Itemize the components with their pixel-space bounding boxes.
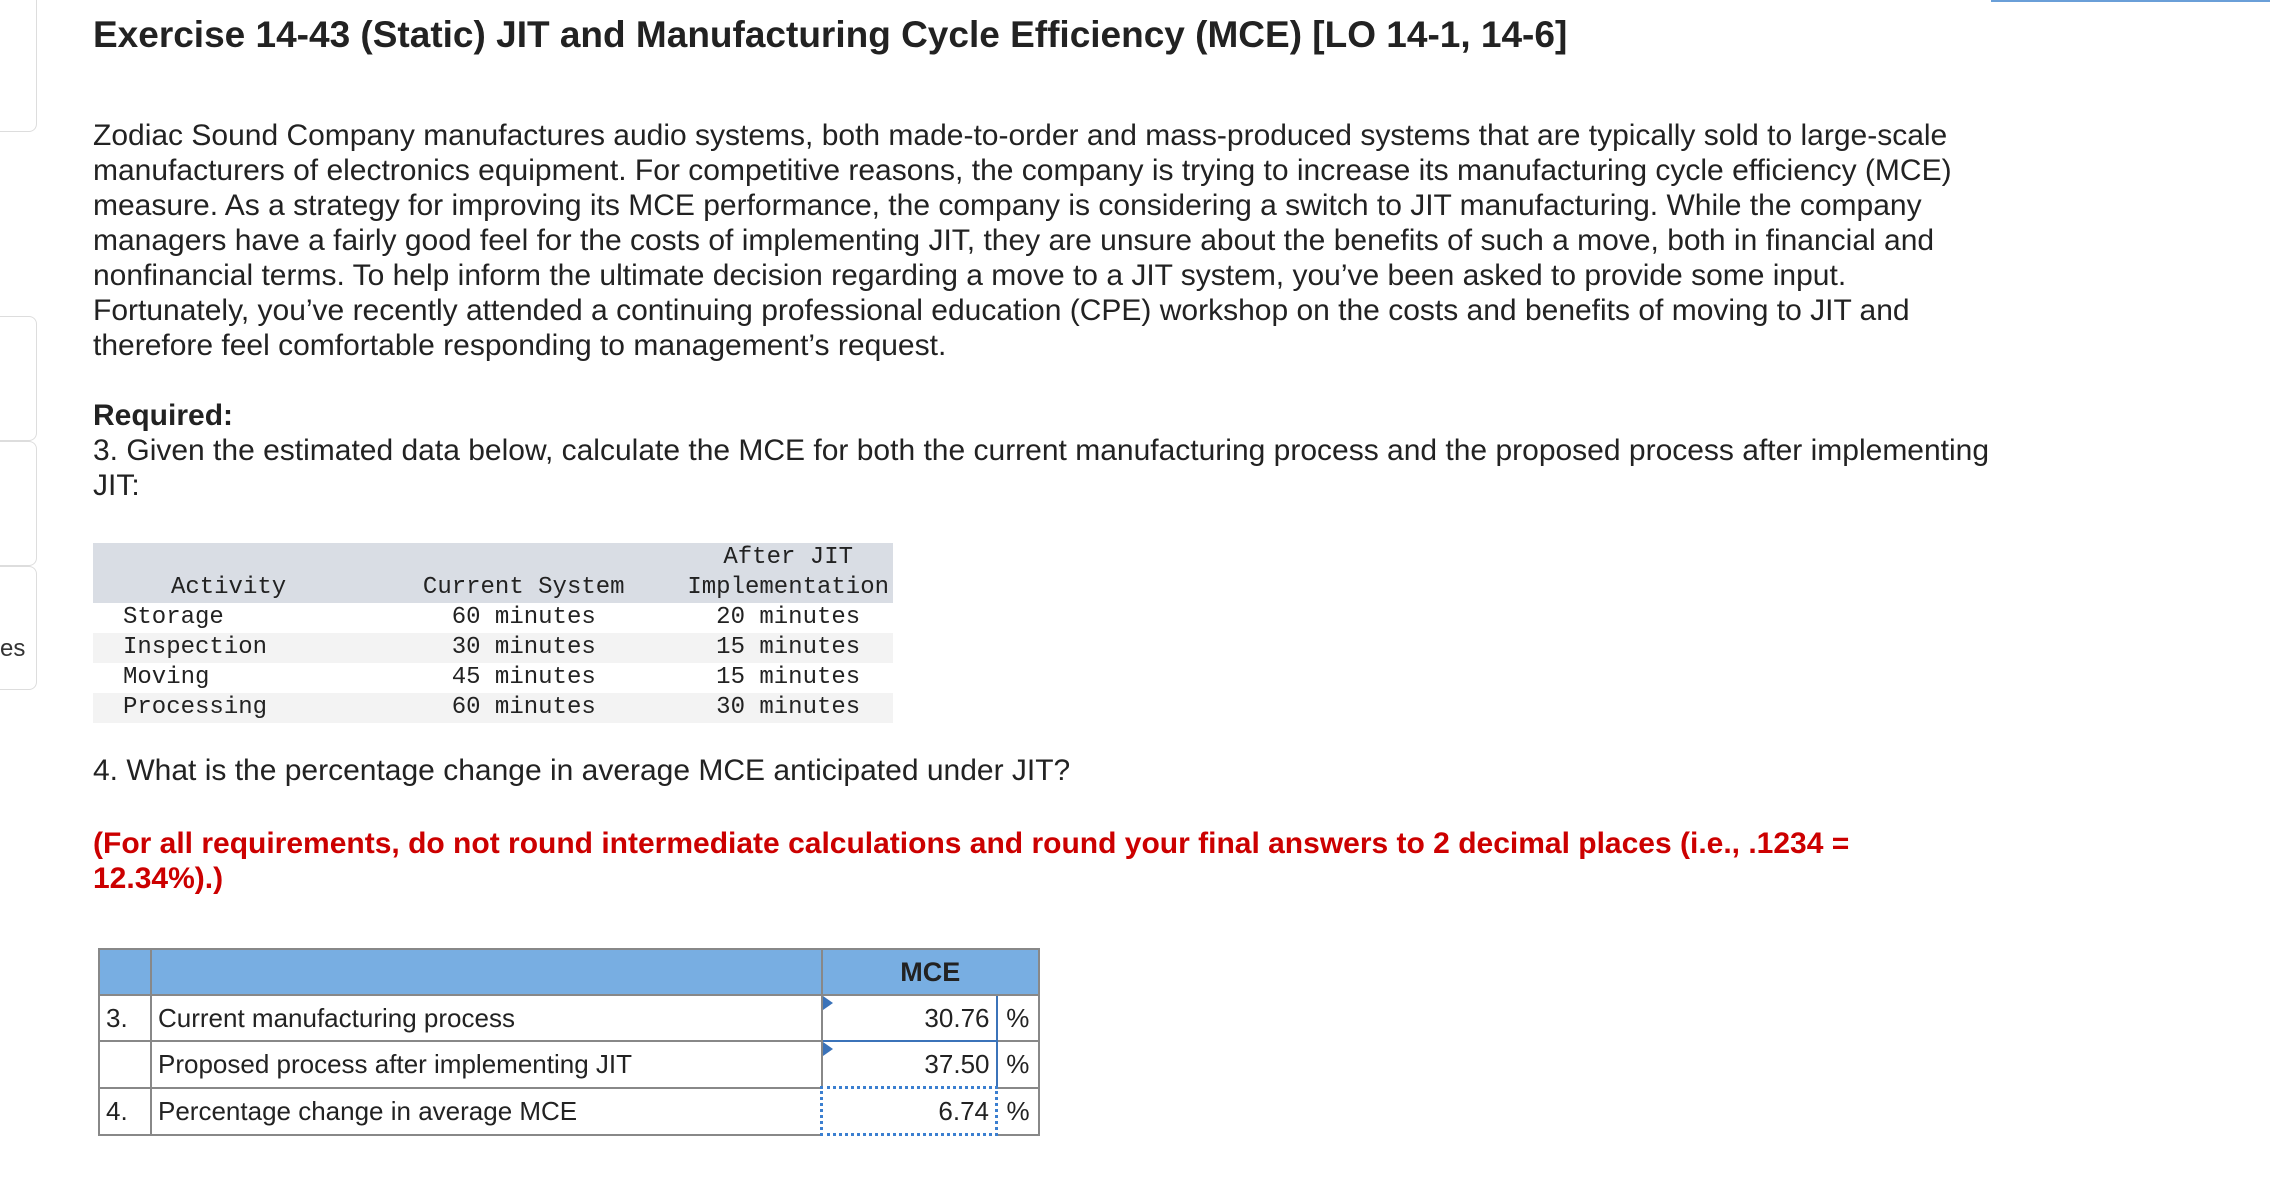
- cell: Storage: [123, 604, 224, 631]
- side-panel-text: es: [0, 635, 26, 662]
- required-label: Required:: [93, 399, 234, 432]
- question-3: 3. Given the estimated data below, calcu…: [93, 434, 1990, 502]
- header-mce: MCE: [820, 948, 1040, 996]
- current-mce-input[interactable]: 30.76: [820, 994, 998, 1042]
- row-label: Proposed process after implementing JIT: [150, 1040, 823, 1089]
- cell: Moving: [123, 664, 210, 691]
- answer-table: MCE 3. Current manufacturing process 30.…: [98, 948, 1040, 1136]
- row-number: [98, 1040, 152, 1089]
- exercise-title: Exercise 14-43 (Static) JIT and Manufact…: [93, 14, 1568, 55]
- percent-unit: %: [995, 1040, 1040, 1089]
- required-section: Required: 3. Given the estimated data be…: [93, 398, 1993, 503]
- cell: 30 minutes: [683, 693, 893, 723]
- row-number: 4.: [98, 1086, 152, 1136]
- cell: 15 minutes: [716, 664, 861, 691]
- cell: 60 minutes: [364, 693, 684, 723]
- cell: 15 minutes: [683, 633, 893, 663]
- answer-row-change: 4. Percentage change in average MCE 6.74…: [98, 1086, 1040, 1136]
- cell: 60 minutes: [451, 604, 596, 631]
- rounding-instructions: (For all requirements, do not round inte…: [93, 827, 1850, 895]
- side-panel-card[interactable]: [0, 566, 37, 690]
- row-number: 3.: [98, 994, 152, 1042]
- intro-paragraph: Zodiac Sound Company manufactures audio …: [93, 119, 1952, 362]
- header-activity: Activity: [93, 543, 365, 603]
- answer-row-proposed: Proposed process after implementing JIT …: [98, 1040, 1040, 1089]
- table-header-row: Activity Current System After JIT Implem…: [93, 543, 893, 603]
- table-row: Storage 60 minutes 20 minutes: [93, 603, 893, 633]
- question-4: 4. What is the percentage change in aver…: [93, 754, 1071, 787]
- answer-header-row: MCE: [98, 948, 1040, 996]
- row-label: Percentage change in average MCE: [150, 1086, 823, 1136]
- top-progress-line: [1991, 0, 2270, 2]
- cell: 45 minutes: [451, 664, 596, 691]
- percent-unit: %: [995, 994, 1040, 1042]
- header-after-jit: After JIT Implementation: [683, 543, 893, 603]
- side-panel-card[interactable]: [0, 441, 37, 566]
- table-row: Processing 60 minutes 30 minutes: [93, 693, 893, 723]
- table-row: Moving 45 minutes 15 minutes: [93, 663, 893, 693]
- side-panel-card[interactable]: [0, 0, 37, 132]
- table-row: Inspection 30 minutes 15 minutes: [93, 633, 893, 663]
- proposed-mce-input[interactable]: 37.50: [820, 1040, 998, 1089]
- activity-data-table: Activity Current System After JIT Implem…: [93, 543, 893, 723]
- cell: Processing: [93, 693, 365, 723]
- cell: Inspection: [93, 633, 365, 663]
- answer-row-current: 3. Current manufacturing process 30.76 %: [98, 994, 1040, 1042]
- cell: 30 minutes: [364, 633, 684, 663]
- row-label: Current manufacturing process: [150, 994, 823, 1042]
- cell: 20 minutes: [716, 604, 861, 631]
- percent-unit: %: [995, 1086, 1040, 1136]
- percentage-change-input[interactable]: 6.74: [820, 1086, 998, 1136]
- side-panel-card[interactable]: [0, 316, 37, 441]
- header-current: Current System: [364, 543, 684, 603]
